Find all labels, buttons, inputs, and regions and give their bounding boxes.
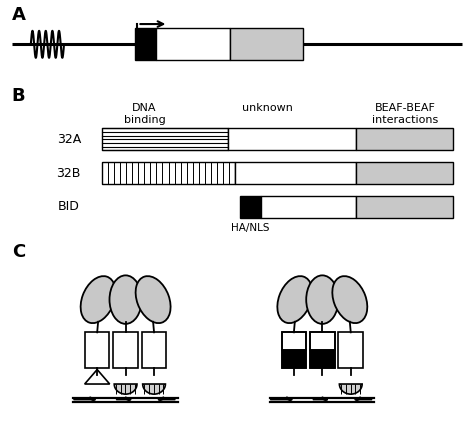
Bar [142,333,166,368]
Text: B: B [12,87,26,105]
Text: BEAF-BEAF
interactions: BEAF-BEAF interactions [372,103,438,125]
Polygon shape [85,370,109,384]
Bar [261,196,356,218]
Ellipse shape [81,276,116,323]
Ellipse shape [277,276,312,323]
Ellipse shape [109,275,142,324]
Ellipse shape [136,276,171,323]
Bar [235,162,356,184]
Bar [282,350,306,368]
Ellipse shape [332,276,367,323]
Bar [228,128,356,150]
Text: 32B: 32B [56,167,81,179]
Wedge shape [114,384,137,394]
Bar [102,162,235,184]
Bar [156,29,230,60]
Bar [310,350,335,368]
Bar [356,196,453,218]
Bar [310,333,335,350]
Bar [356,128,453,150]
Wedge shape [339,384,362,394]
Text: BID: BID [58,200,80,213]
Bar [282,333,306,368]
Text: HA/NLS: HA/NLS [231,223,270,233]
Text: C: C [12,243,25,261]
Bar [230,29,303,60]
Bar [310,333,335,368]
Bar [113,333,138,368]
Bar [240,196,261,218]
Text: DNA
binding: DNA binding [124,103,165,125]
Text: 32A: 32A [56,133,81,146]
Ellipse shape [306,275,338,324]
Bar [135,29,156,60]
Bar [282,333,306,350]
Bar [338,333,363,368]
Text: A: A [12,6,26,24]
Bar [85,333,109,368]
Wedge shape [143,384,165,394]
Bar [102,128,228,150]
Bar [356,162,453,184]
Text: unknown: unknown [242,103,293,114]
